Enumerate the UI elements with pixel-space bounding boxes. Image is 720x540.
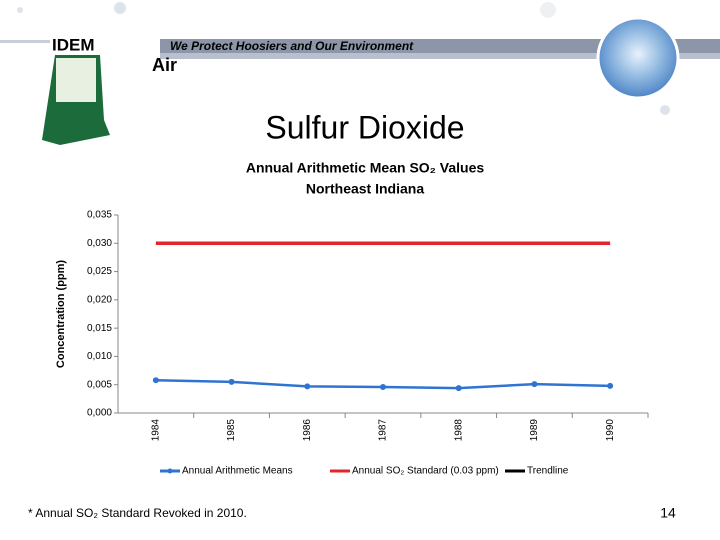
decor-bar bbox=[0, 40, 50, 43]
decor-dot bbox=[540, 2, 556, 18]
x-tick-label: 1984 bbox=[150, 419, 161, 442]
footnote: * Annual SO₂ Standard Revoked in 2010. bbox=[28, 506, 247, 520]
page-number: 14 bbox=[660, 505, 676, 521]
x-tick-label: 1986 bbox=[302, 419, 313, 442]
legend-marker bbox=[167, 468, 173, 474]
point-marker bbox=[152, 377, 159, 384]
y-tick-label: 0,000 bbox=[87, 408, 112, 419]
chart-title: Annual Arithmetic Mean SO₂ Values bbox=[246, 160, 485, 176]
point-marker bbox=[531, 381, 538, 388]
x-tick-label: 1985 bbox=[226, 419, 237, 442]
x-tick-label: 1987 bbox=[378, 419, 389, 442]
logo-text: IDEM bbox=[52, 35, 95, 54]
section-name: Air bbox=[152, 55, 177, 75]
point-marker bbox=[455, 385, 462, 392]
legend-label: Annual SO₂ Standard (0.03 ppm) bbox=[352, 466, 499, 477]
sky-image bbox=[596, 16, 680, 100]
legend-label: Annual Arithmetic Means bbox=[182, 466, 293, 477]
decor-dot bbox=[17, 7, 23, 13]
y-tick-label: 0,005 bbox=[87, 379, 112, 390]
decor-dot bbox=[114, 2, 126, 14]
y-axis-label: Concentration (ppm) bbox=[55, 260, 67, 368]
point-marker bbox=[228, 378, 235, 385]
slogan-bar-shadow bbox=[160, 53, 720, 59]
slogan: We Protect Hoosiers and Our Environment bbox=[170, 39, 414, 53]
logo-panel bbox=[56, 58, 96, 102]
point-marker bbox=[380, 383, 386, 390]
point-marker bbox=[607, 382, 614, 389]
x-tick-label: 1989 bbox=[529, 419, 540, 442]
slide-title: Sulfur Dioxide bbox=[265, 109, 464, 145]
y-tick-label: 0,025 bbox=[87, 266, 112, 277]
chart-subtitle: Northeast Indiana bbox=[306, 181, 424, 197]
x-tick-label: 1988 bbox=[453, 419, 464, 442]
y-tick-label: 0,035 bbox=[87, 210, 112, 221]
slogan-bar bbox=[160, 39, 720, 53]
header: IDEM We Protect Hoosiers and Our Environ… bbox=[0, 2, 720, 145]
x-tick-label: 1990 bbox=[605, 419, 616, 442]
decor-dot bbox=[660, 105, 670, 115]
point-marker bbox=[304, 383, 311, 390]
y-tick-label: 0,030 bbox=[87, 238, 112, 249]
legend-label: Trendline bbox=[527, 466, 569, 477]
y-tick-label: 0,020 bbox=[87, 294, 112, 305]
y-tick-label: 0,010 bbox=[87, 351, 112, 362]
y-tick-label: 0,015 bbox=[87, 323, 112, 334]
